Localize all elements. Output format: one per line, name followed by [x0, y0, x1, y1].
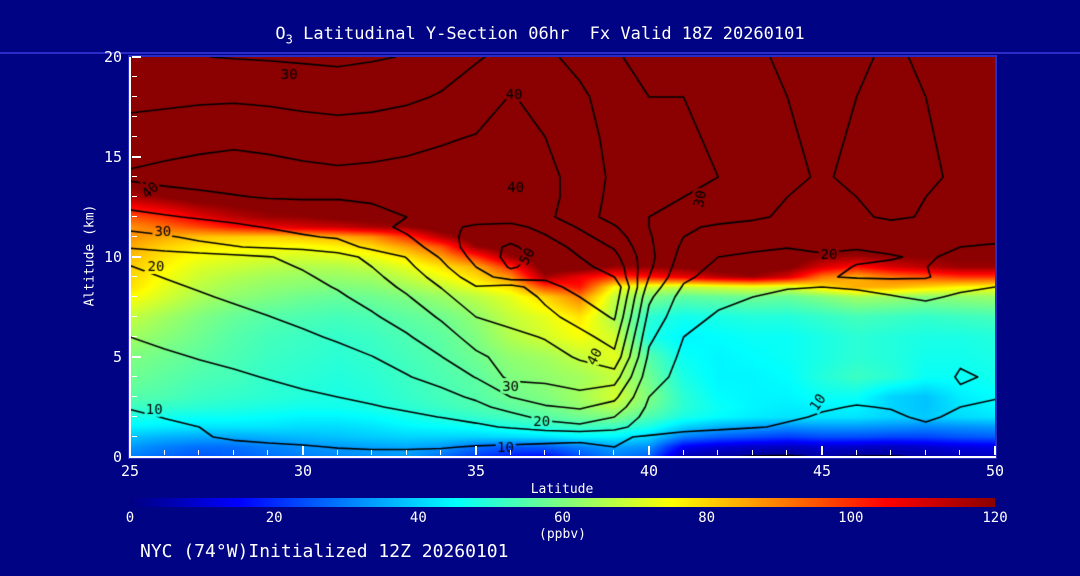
colorbar-tick-label: 20 — [265, 510, 283, 526]
x-tick — [163, 450, 165, 455]
x-tick — [717, 450, 719, 455]
footer-caption: NYC (74°W)Initialized 12Z 20260101 — [140, 541, 509, 562]
x-tick — [232, 450, 234, 455]
y-tick-label: 0 — [112, 448, 122, 466]
y-axis-title: Altitude (km) — [82, 204, 98, 307]
y-tick — [132, 276, 137, 277]
x-tick — [959, 450, 961, 455]
y-tick — [132, 76, 137, 77]
x-tick — [405, 450, 407, 455]
y-tick-label: 20 — [103, 48, 122, 66]
colorbar-tick-label: 80 — [698, 510, 716, 526]
y-tick-label: 10 — [103, 248, 122, 266]
y-tick — [132, 236, 137, 237]
x-tick-label: 35 — [466, 462, 486, 480]
y-tick — [132, 136, 137, 137]
x-tick-label: 40 — [639, 462, 659, 480]
x-tick — [648, 446, 650, 455]
colorbar-tick-label: 40 — [409, 510, 427, 526]
plot-area — [129, 56, 996, 458]
x-tick — [924, 450, 926, 455]
y-tick — [132, 256, 141, 258]
colorbar — [130, 498, 995, 507]
x-tick — [578, 450, 580, 455]
x-tick — [475, 446, 477, 455]
y-tick — [132, 116, 137, 117]
x-tick — [890, 450, 892, 455]
x-tick — [786, 450, 788, 455]
colorbar-tick-label: 0 — [125, 510, 135, 526]
x-tick — [613, 450, 615, 455]
y-tick — [132, 296, 137, 297]
x-tick-label: 25 — [120, 462, 140, 480]
x-tick — [682, 450, 684, 455]
x-tick — [821, 446, 823, 455]
y-tick — [132, 156, 141, 158]
y-tick — [132, 96, 137, 97]
x-tick — [129, 446, 131, 455]
y-tick — [132, 456, 141, 458]
x-tick — [302, 446, 304, 455]
colorbar-tick-label: 60 — [554, 510, 571, 526]
y-tick — [132, 176, 137, 177]
x-tick-label: 30 — [293, 462, 313, 480]
y-tick — [132, 56, 141, 58]
x-tick-label: 50 — [985, 462, 1005, 480]
x-tick — [336, 450, 338, 455]
y-tick — [132, 436, 137, 437]
y-tick — [132, 216, 137, 217]
x-tick — [544, 450, 546, 455]
y-tick — [132, 356, 141, 358]
x-axis-line — [129, 456, 996, 458]
x-tick — [198, 450, 200, 455]
contour-lines-canvas — [130, 57, 995, 457]
colorbar-tick-label: 120 — [982, 510, 1008, 526]
x-tick — [509, 450, 511, 455]
y-tick — [132, 416, 137, 417]
chart-title-subscript: 3 — [285, 32, 293, 47]
colorbar-tick-label: 100 — [838, 510, 864, 526]
chart-title-species: O — [275, 24, 286, 44]
colorbar-unit-label: (ppbv) — [539, 527, 586, 542]
x-axis-title: Latitude — [530, 482, 594, 497]
y-tick — [132, 336, 137, 337]
x-tick-label: 45 — [812, 462, 832, 480]
y-tick-label: 15 — [103, 148, 122, 166]
y-axis-line — [129, 57, 131, 458]
y-tick-label: 5 — [112, 348, 122, 366]
y-tick — [132, 316, 137, 317]
x-tick — [371, 450, 373, 455]
x-tick — [267, 450, 269, 455]
chart-title: O3 Latitudinal Y-Section 06hr Fx Valid 1… — [0, 24, 1080, 46]
x-tick — [751, 450, 753, 455]
x-tick — [855, 450, 857, 455]
y-tick — [132, 196, 137, 197]
x-tick — [994, 446, 996, 455]
x-tick — [440, 450, 442, 455]
y-tick — [132, 396, 137, 397]
y-tick — [132, 376, 137, 377]
chart-title-text: Latitudinal Y-Section 06hr Fx Valid 18Z … — [292, 24, 805, 44]
title-separator-line — [0, 52, 1080, 54]
